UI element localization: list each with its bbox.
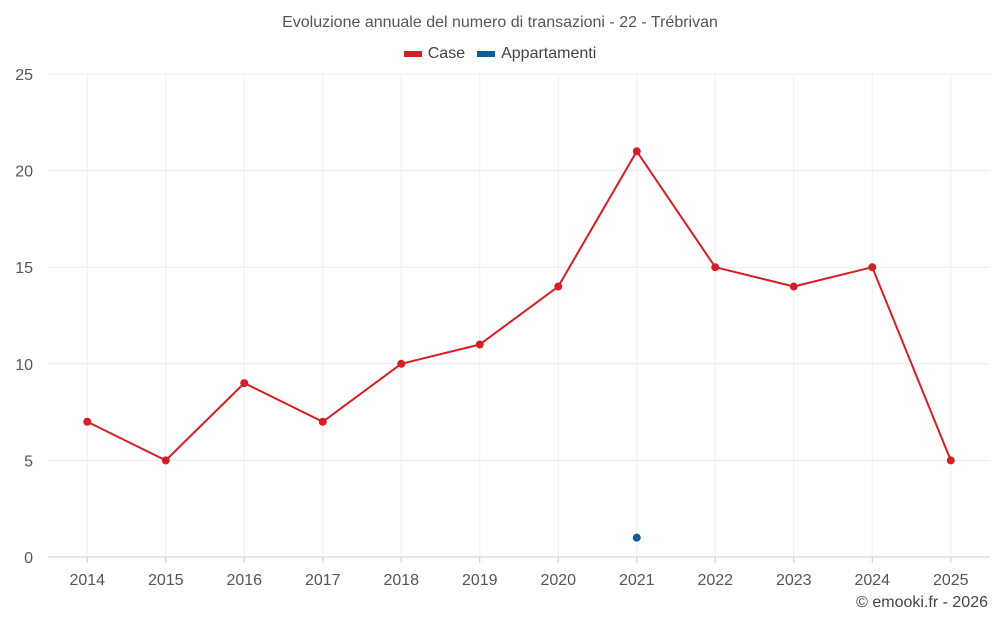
y-tick-label: 20 — [15, 164, 33, 181]
legend: Case Appartamenti — [0, 45, 1000, 63]
x-tick-label: 2018 — [383, 572, 419, 589]
y-tick-label: 5 — [24, 453, 33, 470]
x-tick-label: 2020 — [540, 572, 576, 589]
x-tick-label: 2019 — [462, 572, 498, 589]
data-point-case — [318, 417, 327, 426]
x-tick-label: 2023 — [776, 572, 812, 589]
legend-item-appartamenti[interactable]: Appartamenti — [477, 45, 596, 63]
data-point-case — [632, 147, 641, 156]
x-tick-label: 2015 — [148, 572, 184, 589]
series-line-case — [86, 150, 952, 462]
data-point-appartamenti — [632, 533, 641, 542]
y-tick-label: 0 — [24, 550, 33, 567]
data-point-case — [240, 379, 249, 388]
data-point-case — [554, 282, 563, 291]
x-tick-label: 2024 — [854, 572, 890, 589]
data-point-case — [397, 359, 406, 368]
y-tick-label: 25 — [15, 67, 33, 84]
data-point-case — [475, 340, 484, 349]
legend-label-case: Case — [427, 45, 466, 62]
x-tick-label: 2016 — [226, 572, 262, 589]
y-tick-label: 15 — [15, 260, 33, 277]
y-tick-label: 10 — [15, 357, 33, 374]
x-tick-label: 2022 — [697, 572, 733, 589]
x-tick-label: 2021 — [619, 572, 655, 589]
data-point-case — [789, 282, 798, 291]
data-point-case — [83, 417, 92, 426]
x-tick-label: 2017 — [305, 572, 341, 589]
credit-text: © emooki.fr - 2026 — [856, 594, 988, 611]
x-tick-label: 2014 — [69, 572, 105, 589]
legend-item-case[interactable]: Case — [403, 45, 466, 63]
data-point-case — [711, 263, 720, 272]
data-point-case — [161, 456, 170, 465]
chart-title: Evoluzione annuale del numero di transaz… — [282, 14, 718, 31]
legend-swatch-appartamenti — [477, 51, 496, 57]
data-point-case — [946, 456, 955, 465]
x-tick-label: 2025 — [933, 572, 969, 589]
legend-label-appartamenti: Appartamenti — [501, 45, 597, 62]
data-point-case — [868, 263, 877, 272]
legend-swatch-case — [403, 51, 422, 57]
